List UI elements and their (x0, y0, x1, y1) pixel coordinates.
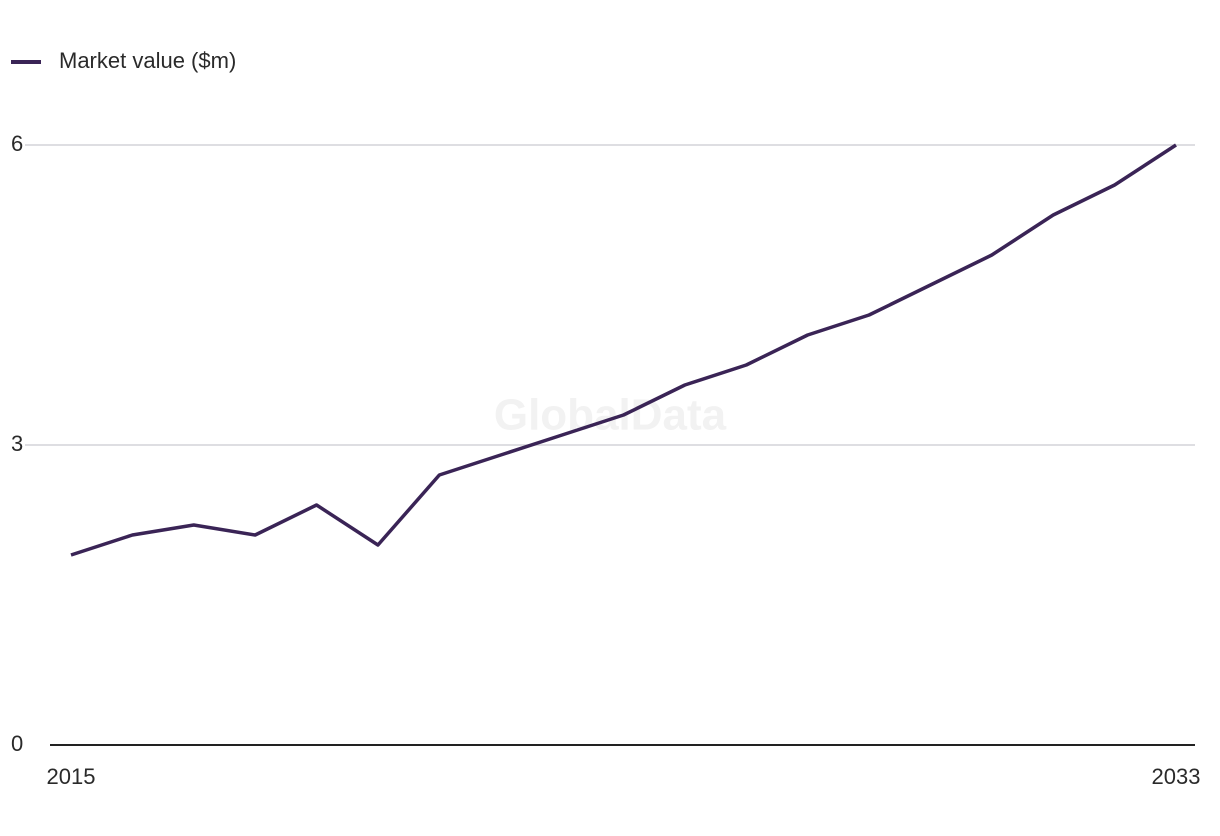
watermark: GlobalData (494, 391, 727, 440)
x-tick-label: 2015 (47, 764, 96, 789)
x-tick-label: 2033 (1152, 764, 1201, 789)
legend-label: Market value ($m) (59, 48, 236, 73)
series-line (70, 143, 1177, 557)
y-tick-label: 6 (11, 131, 23, 156)
y-tick-label: 3 (11, 431, 23, 456)
y-tick-label: 0 (11, 731, 23, 756)
